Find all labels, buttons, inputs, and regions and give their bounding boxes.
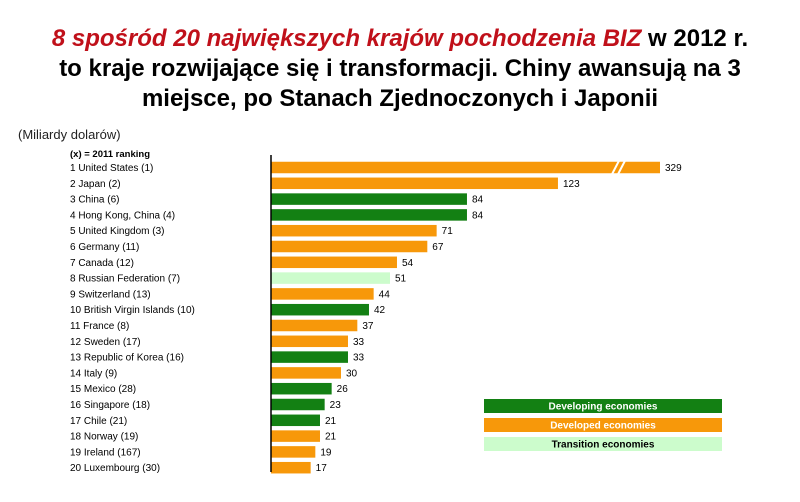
- bar: [271, 446, 316, 458]
- title-line-1: 8 spośród 20 największych krajów pochodz…: [0, 24, 800, 54]
- value-label: 30: [346, 368, 358, 379]
- category-label: 8 Russian Federation (7): [70, 274, 180, 285]
- bar: [271, 224, 437, 237]
- legend-label-developed: Developed economies: [550, 421, 656, 432]
- category-label: 9 Switzerland (13): [70, 289, 151, 300]
- legend-label-developing: Developing economies: [549, 402, 658, 413]
- value-label: 123: [563, 179, 580, 190]
- title-line-2: to kraje rozwijające się i transformacji…: [59, 55, 741, 82]
- value-label: 23: [330, 400, 342, 411]
- bar: [271, 351, 348, 363]
- value-label: 54: [402, 258, 414, 269]
- title-line-1-rest: w 2012 r.: [641, 25, 749, 52]
- value-label: 42: [374, 305, 386, 316]
- bar: [271, 382, 332, 395]
- category-label: 13 Republic of Korea (16): [70, 353, 184, 364]
- value-label: 329: [665, 163, 682, 174]
- units-label: (Miliardy dolarów): [18, 127, 121, 142]
- bar: [271, 288, 374, 300]
- category-label: 14 Italy (9): [70, 368, 117, 379]
- axis-break-mark: [611, 160, 620, 175]
- category-label: 6 Germany (11): [70, 242, 139, 253]
- bar: [271, 414, 320, 427]
- category-label: 7 Canada (12): [70, 258, 134, 269]
- category-label: 15 Mexico (28): [70, 384, 136, 395]
- ranking-note: (x) = 2011 ranking: [70, 149, 150, 160]
- title-highlight: 8 spośród 20 największych krajów pochodz…: [51, 25, 642, 52]
- bar: [271, 367, 341, 379]
- value-label: 33: [353, 337, 365, 348]
- value-label: 26: [337, 384, 349, 395]
- bar: [271, 430, 320, 442]
- bar: [271, 335, 348, 348]
- axis-break-mark: [617, 160, 626, 175]
- bar: [271, 461, 311, 474]
- value-label: 71: [442, 226, 454, 237]
- category-label: 20 Luxembourg (30): [70, 463, 160, 474]
- bar: [271, 177, 558, 190]
- category-label: 1 United States (1): [70, 163, 153, 174]
- legend-swatch-developed: [484, 418, 722, 432]
- legend-swatch-developing: [484, 399, 722, 413]
- value-label: 21: [325, 432, 337, 443]
- category-label: 2 Japan (2): [70, 179, 121, 190]
- value-label: 17: [316, 463, 328, 474]
- bar: [271, 161, 660, 174]
- category-label: 19 Ireland (167): [70, 447, 141, 458]
- value-label: 51: [395, 274, 407, 285]
- legend-swatch-transition: [484, 437, 722, 451]
- category-label: 12 Sweden (17): [70, 337, 141, 348]
- value-label: 19: [320, 447, 332, 458]
- category-label: 17 Chile (21): [70, 416, 127, 427]
- category-label: 5 United Kingdom (3): [70, 226, 165, 237]
- bar: [271, 209, 467, 221]
- category-label: 4 Hong Kong, China (4): [70, 210, 175, 221]
- bar: [271, 319, 358, 332]
- legend-label-transition: Transition economies: [552, 440, 655, 451]
- bar: [271, 272, 390, 284]
- value-label: 67: [432, 242, 444, 253]
- chart-title: 8 spośród 20 największych krajów pochodz…: [0, 24, 800, 114]
- category-label: 16 Singapore (18): [70, 400, 150, 411]
- value-label: 84: [472, 210, 484, 221]
- value-label: 33: [353, 353, 365, 364]
- bar: [271, 398, 325, 411]
- bar: [271, 240, 428, 253]
- value-label: 21: [325, 416, 337, 427]
- value-label: 37: [362, 321, 374, 332]
- bar: [271, 256, 397, 269]
- bar: [271, 303, 369, 316]
- category-label: 10 British Virgin Islands (10): [70, 305, 195, 316]
- title-line-3: miejsce, po Stanach Zjednoczonych i Japo…: [141, 85, 659, 112]
- category-label: 3 China (6): [70, 195, 119, 206]
- category-label: 18 Norway (19): [70, 432, 138, 443]
- value-label: 44: [379, 289, 391, 300]
- category-label: 11 France (8): [70, 321, 129, 332]
- value-label: 84: [472, 195, 484, 206]
- bar: [271, 193, 467, 205]
